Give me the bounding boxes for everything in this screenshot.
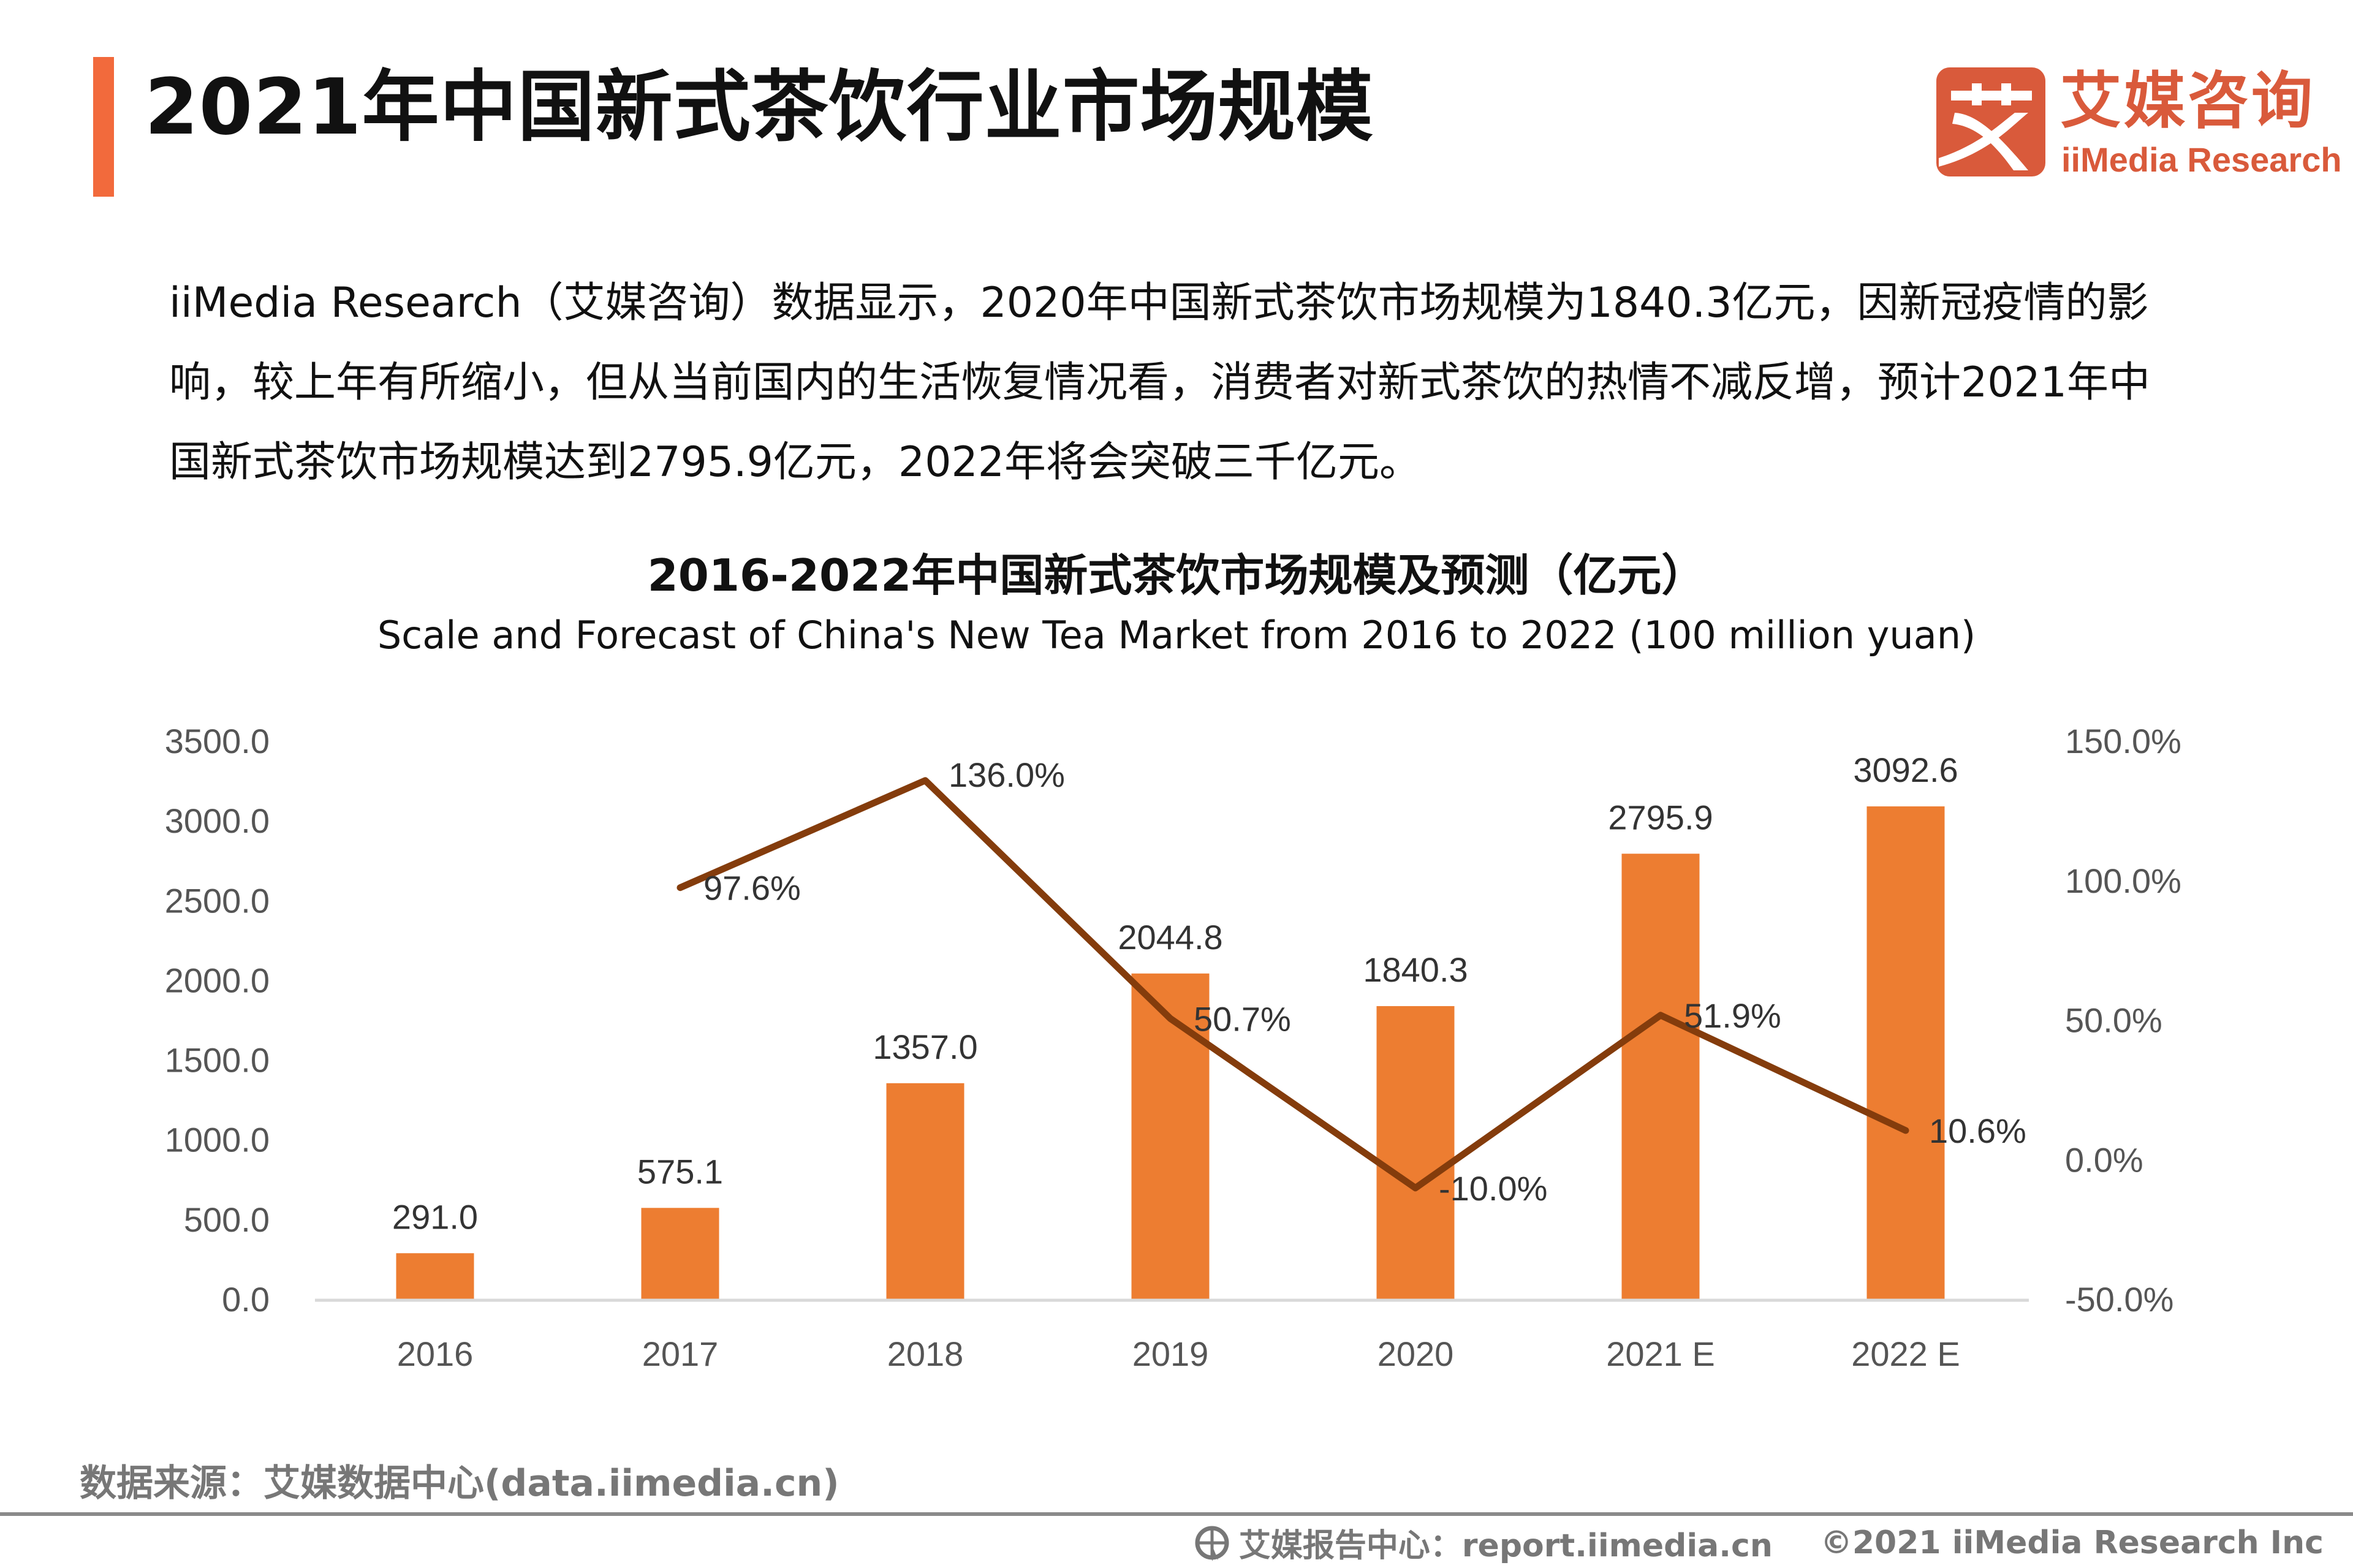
growth-rate-label: 136.0% bbox=[949, 756, 1065, 794]
growth-rate-line bbox=[676, 777, 1909, 1192]
bar bbox=[396, 1253, 474, 1300]
growth-rate-label: 50.7% bbox=[1194, 999, 1291, 1038]
globe-icon bbox=[1195, 1526, 1229, 1561]
growth-rate-label: 10.6% bbox=[1929, 1112, 2026, 1150]
growth-rate-label: 51.9% bbox=[1684, 996, 1781, 1035]
y-right-tick-label: 0.0% bbox=[2065, 1140, 2143, 1179]
y-right-tick-label: -50.0% bbox=[2065, 1280, 2173, 1319]
bar bbox=[1866, 806, 1945, 1300]
y-left-tick-label: 1500.0 bbox=[165, 1041, 270, 1080]
data-source: 数据来源：艾媒数据中心(data.iimedia.cn) bbox=[80, 1462, 839, 1505]
x-tick-label: 2022 E bbox=[1851, 1335, 1960, 1373]
y-left-tick-label: 2000.0 bbox=[165, 961, 270, 999]
y-left-tick-label: 2500.0 bbox=[165, 881, 270, 920]
growth-rate-label: 97.6% bbox=[703, 869, 801, 907]
y-left-tick-label: 3000.0 bbox=[165, 801, 270, 840]
x-tick-label: 2016 bbox=[397, 1335, 474, 1373]
bar-value-label: 291.0 bbox=[392, 1197, 478, 1236]
bar bbox=[1131, 973, 1210, 1300]
logo-mark-icon bbox=[1936, 67, 2045, 176]
page-title: 2021年中国新式茶饮行业市场规模 bbox=[145, 62, 1374, 152]
y-left-tick-label: 500.0 bbox=[184, 1200, 270, 1239]
chart-subtitle: Scale and Forecast of China's New Tea Ma… bbox=[377, 613, 1976, 657]
footer-divider bbox=[0, 1512, 2353, 1516]
x-tick-label: 2019 bbox=[1132, 1335, 1209, 1373]
report-center-link[interactable]: 艾媒报告中心：report.iimedia.cn bbox=[1238, 1528, 1773, 1564]
bar-value-label: 1840.3 bbox=[1363, 950, 1468, 989]
copyright: ©2021 iiMedia Research Inc bbox=[1820, 1524, 2324, 1561]
y-left-tick-label: 3500.0 bbox=[165, 722, 270, 760]
y-right-tick-label: 50.0% bbox=[2065, 1001, 2162, 1040]
title-accent-bar bbox=[93, 57, 114, 197]
bar bbox=[1376, 1006, 1455, 1300]
bar-value-label: 2044.8 bbox=[1118, 918, 1222, 956]
x-tick-label: 2018 bbox=[887, 1335, 964, 1373]
bar-value-label: 3092.6 bbox=[1853, 751, 1958, 789]
x-tick-label: 2017 bbox=[642, 1335, 719, 1373]
y-left-tick-label: 1000.0 bbox=[165, 1121, 270, 1159]
x-tick-label: 2020 bbox=[1377, 1335, 1454, 1373]
bar-value-label: 575.1 bbox=[637, 1152, 723, 1191]
bar bbox=[641, 1208, 719, 1300]
logo-name-en: iiMedia Research bbox=[2061, 140, 2342, 179]
x-tick-label: 2021 E bbox=[1606, 1335, 1715, 1373]
bar-value-label: 2795.9 bbox=[1608, 798, 1713, 836]
bar-value-label: 1357.0 bbox=[873, 1028, 977, 1066]
y-right-tick-label: 150.0% bbox=[2065, 722, 2181, 760]
chart-title: 2016-2022年中国新式茶饮市场规模及预测（亿元） bbox=[647, 550, 1706, 601]
y-left-tick-label: 0.0 bbox=[222, 1280, 270, 1319]
logo-name-cn: 艾媒咨询 bbox=[2060, 65, 2315, 137]
summary-paragraph: iiMedia Research（艾媒咨询）数据显示，2020年中国新式茶饮市场… bbox=[169, 279, 2151, 487]
bar bbox=[1621, 854, 1700, 1300]
bar bbox=[886, 1083, 964, 1300]
iimedia-logo: 艾媒咨询 iiMedia Research bbox=[1936, 65, 2342, 184]
y-right-tick-label: 100.0% bbox=[2065, 862, 2181, 900]
growth-rate-label: -10.0% bbox=[1439, 1169, 1547, 1208]
footer: 艾媒报告中心：report.iimedia.cn ©2021 iiMedia R… bbox=[1194, 1520, 2324, 1566]
